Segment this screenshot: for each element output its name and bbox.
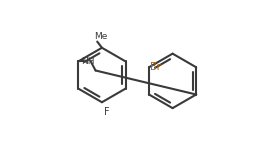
Text: Br: Br <box>150 61 161 72</box>
Text: NH: NH <box>81 57 94 66</box>
Text: F: F <box>104 107 109 117</box>
Text: Me: Me <box>94 32 107 41</box>
